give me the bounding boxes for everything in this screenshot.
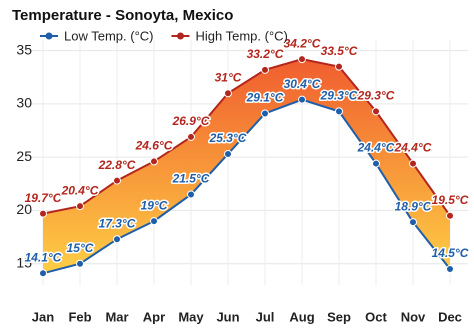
data-label: 19°C — [141, 198, 168, 212]
point — [261, 65, 269, 74]
data-label: 17.3°C — [99, 216, 136, 230]
y-tick-label: 30 — [16, 95, 32, 111]
x-tick-label: Apr — [143, 309, 165, 324]
y-tick-label: 25 — [16, 148, 32, 164]
legend-marker — [45, 32, 53, 40]
data-label: 20.4°C — [61, 183, 99, 197]
point — [446, 211, 454, 220]
point — [446, 265, 454, 274]
point — [76, 202, 84, 211]
point — [39, 209, 47, 218]
point — [372, 107, 380, 116]
y-tick-label: 15 — [16, 254, 32, 270]
point — [187, 132, 195, 141]
point — [335, 62, 343, 71]
point — [150, 217, 158, 226]
legend-label: Low Temp. (°C) — [64, 28, 153, 43]
series-line — [42, 58, 451, 217]
data-label: 34.2°C — [284, 36, 321, 50]
data-label: 14.1°C — [25, 250, 62, 264]
data-label: 29.1°C — [246, 91, 284, 105]
data-label: 15°C — [67, 241, 94, 255]
point — [39, 269, 47, 278]
x-tick-label: May — [178, 309, 204, 324]
point — [335, 107, 343, 116]
data-label: 21.5°C — [172, 172, 210, 186]
data-label: 24.6°C — [135, 139, 173, 153]
data-label: 26.9°C — [172, 114, 210, 128]
point — [113, 235, 121, 244]
x-tick-label: Jun — [216, 309, 239, 324]
point — [409, 218, 417, 227]
point — [76, 259, 84, 268]
data-label: 24.4°C — [394, 141, 432, 155]
point — [224, 89, 232, 98]
x-tick-label: Dec — [438, 309, 462, 324]
point — [187, 190, 195, 199]
legend-label: High Temp. (°C) — [195, 28, 287, 43]
chart-title: Temperature - Sonoyta, Mexico — [12, 7, 233, 24]
data-label: 22.8°C — [98, 158, 136, 172]
x-tick-label: Oct — [365, 309, 387, 324]
x-tick-label: Jan — [32, 309, 54, 324]
x-tick-label: Jul — [256, 309, 275, 324]
x-tick-label: Sep — [327, 309, 351, 324]
point — [224, 149, 232, 158]
data-label: 19.7°C — [25, 191, 62, 205]
x-tick-label: Nov — [401, 309, 426, 324]
data-label: 24.4°C — [357, 141, 395, 155]
data-label: 14.5°C — [432, 246, 469, 260]
range-fill — [43, 59, 450, 274]
x-tick-label: Feb — [68, 309, 91, 324]
point — [372, 159, 380, 168]
point — [298, 55, 306, 64]
data-label: 25.3°C — [209, 131, 247, 145]
data-label: 33.5°C — [321, 44, 358, 58]
data-label: 29.3°C — [357, 89, 395, 103]
point — [261, 109, 269, 118]
legend-marker — [176, 32, 184, 40]
y-tick-label: 20 — [16, 201, 32, 217]
point — [113, 176, 121, 185]
data-label: 30.4°C — [284, 77, 321, 91]
point — [409, 159, 417, 168]
series-line — [42, 98, 451, 275]
y-tick-label: 35 — [16, 41, 32, 57]
data-label: 31°C — [215, 70, 242, 84]
x-tick-label: Mar — [105, 309, 128, 324]
x-tick-label: Aug — [289, 309, 314, 324]
data-label: 33.2°C — [247, 47, 284, 61]
point — [150, 157, 158, 166]
data-label: 29.3°C — [320, 89, 358, 103]
data-label: 18.9°C — [395, 199, 432, 213]
point — [298, 95, 306, 104]
data-label: 19.5°C — [432, 193, 469, 207]
